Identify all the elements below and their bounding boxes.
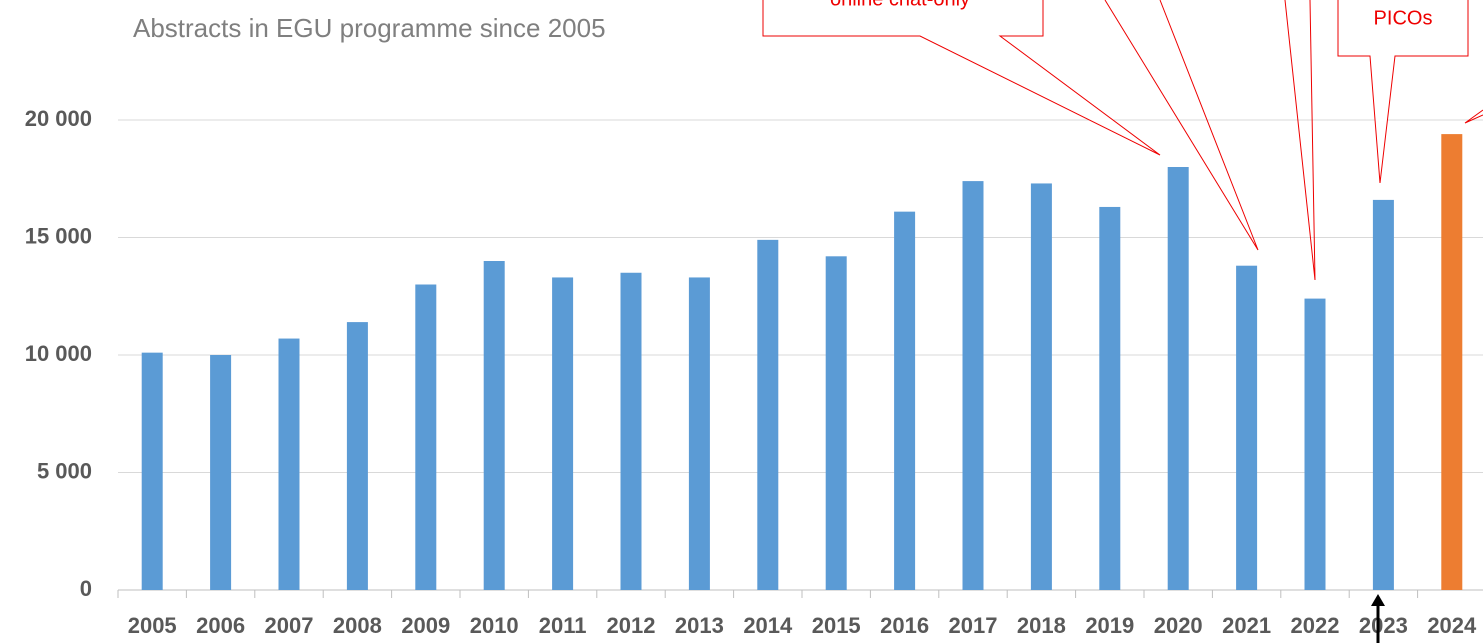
callouts	[762, 0, 1483, 281]
bar	[962, 181, 984, 590]
bar	[1304, 298, 1326, 590]
callout-pointer	[1464, 109, 1483, 124]
annotation: online chat-only	[830, 0, 970, 10]
y-tick-label: 15 000	[25, 223, 92, 248]
x-tick-label: 2014	[743, 613, 793, 638]
bar	[620, 272, 642, 590]
x-tick-label: 2016	[880, 613, 929, 638]
bar	[1030, 183, 1052, 590]
callout-box	[1337, 0, 1469, 184]
x-tick-label: 2017	[949, 613, 998, 638]
bar	[141, 352, 163, 590]
x-tick-label: 2009	[401, 613, 450, 638]
y-tick-label: 20 000	[25, 106, 92, 131]
x-tick-label: 2012	[607, 613, 656, 638]
callout-pointer	[1284, 0, 1316, 281]
arrow-head	[1371, 594, 1385, 606]
bar	[825, 256, 847, 590]
bar	[1167, 167, 1189, 590]
bar	[1441, 134, 1463, 590]
y-tick-label: 5 000	[37, 458, 92, 483]
annotation: PICOs	[1374, 7, 1433, 29]
x-tick-label: 2024	[1427, 613, 1477, 638]
bar	[278, 338, 300, 590]
chart-title: Abstracts in EGU programme since 2005	[133, 13, 606, 43]
bar	[1236, 265, 1258, 590]
bar	[483, 261, 505, 590]
x-tick-label: 2023	[1359, 613, 1408, 638]
bar	[688, 277, 710, 590]
callout-box	[762, 0, 1161, 156]
bar	[415, 284, 437, 590]
x-tick-label: 2015	[812, 613, 861, 638]
bar	[1099, 206, 1121, 590]
x-tick-label: 2010	[470, 613, 519, 638]
x-tick-label: 2011	[539, 613, 587, 638]
y-tick-label: 0	[80, 576, 92, 601]
x-tick-label: 2020	[1154, 613, 1203, 638]
bar	[757, 239, 779, 590]
bar	[552, 277, 574, 590]
bar	[210, 355, 232, 590]
x-tick-label: 2006	[196, 613, 245, 638]
x-tick-label: 2019	[1085, 613, 1134, 638]
x-tick-label: 2018	[1017, 613, 1066, 638]
bar	[1372, 199, 1394, 590]
y-tick-label: 10 000	[25, 341, 92, 366]
callout-pointer	[1104, 0, 1259, 251]
x-tick-label: 2007	[265, 613, 314, 638]
x-tick-label: 2021	[1222, 613, 1271, 638]
x-tick-label: 2008	[333, 613, 382, 638]
x-tick-label: 2022	[1291, 613, 1340, 638]
bar	[346, 322, 368, 590]
x-tick-label: 2005	[128, 613, 177, 638]
arrow	[1371, 594, 1385, 643]
bar	[894, 211, 916, 590]
x-tick-label: 2013	[675, 613, 724, 638]
